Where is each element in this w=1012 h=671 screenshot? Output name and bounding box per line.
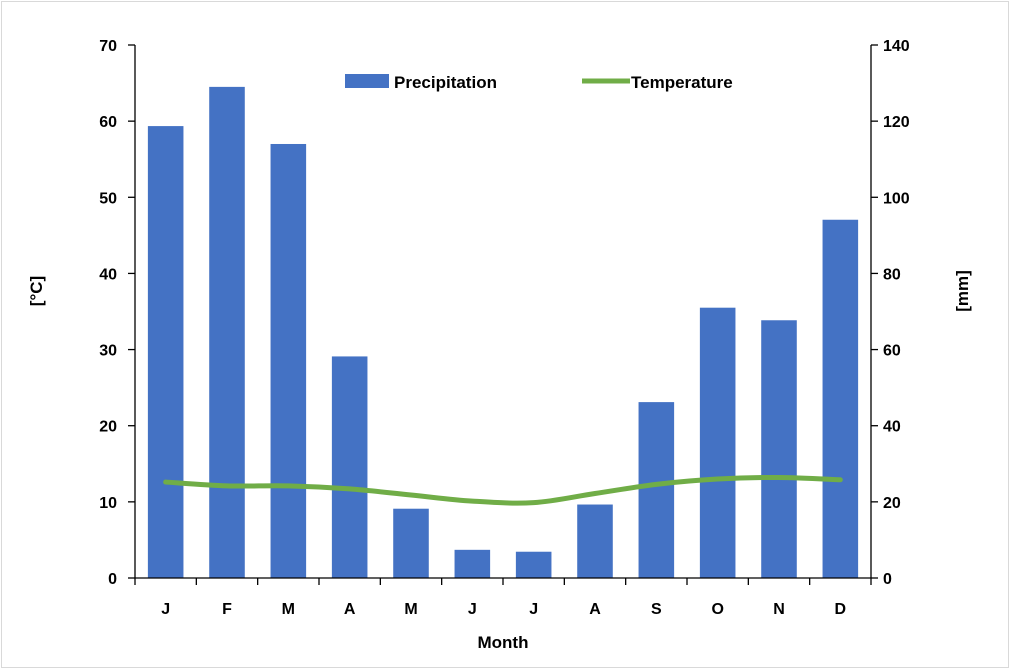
precipitation-bar [270,143,307,578]
legend-label-temperature: Temperature [631,73,733,92]
precipitation-bar [209,86,245,578]
precipitation-bar [331,356,368,578]
left-tick-label: 70 [99,38,117,55]
right-tick-label: 140 [883,38,910,55]
right-tick-label: 40 [883,419,901,436]
right-tick-label: 100 [883,190,910,207]
x-tick-label: J [529,601,538,618]
x-tick-label: J [161,601,170,618]
temperature-line [163,474,843,506]
precipitation-bar [822,219,859,578]
legend: Precipitation Temperature [345,73,733,92]
left-tick-label: 10 [99,495,117,512]
x-tick-label: D [835,601,847,618]
left-tick-label: 40 [99,266,117,283]
x-tick-label: A [589,601,601,618]
precipitation-bar [761,320,797,578]
left-tick-label: 20 [99,419,117,436]
right-tick-label: 80 [883,266,901,283]
x-tick-label: J [468,601,477,618]
right-tick-label: 0 [883,571,892,588]
precipitation-bar [515,551,552,578]
left-tick-label: 0 [108,571,117,588]
tick-labels: 0 10 20 30 40 50 60 70 0 20 40 60 80 100 120 140 J F M A M J J… [99,38,910,618]
legend-swatch-precipitation [345,74,389,88]
precipitation-bar [147,126,184,579]
right-axis-title: [mm] [953,270,972,312]
axes [128,44,878,585]
precipitation-bar [577,504,613,578]
left-tick-label: 30 [99,343,117,360]
x-tick-label: S [651,601,662,618]
precipitation-bar [454,549,491,578]
x-tick-label: A [344,601,356,618]
temperature-line-layer [163,474,843,506]
x-tick-label: O [711,601,723,618]
left-axis-title: [°C] [27,276,46,306]
x-tick-label: F [222,601,232,618]
x-axis-title: Month [478,633,529,652]
precipitation-bar [699,307,736,578]
precipitation-bar [638,402,675,578]
legend-label-precipitation: Precipitation [394,73,497,92]
right-tick-label: 20 [883,495,901,512]
x-tick-label: M [282,601,295,618]
left-tick-label: 50 [99,190,117,207]
precipitation-bar [393,508,429,578]
left-tick-label: 60 [99,114,117,131]
precipitation-bars [147,86,859,579]
right-tick-label: 60 [883,343,901,360]
x-tick-label: N [773,601,785,618]
right-tick-label: 120 [883,114,910,131]
x-tick-label: M [404,601,417,618]
